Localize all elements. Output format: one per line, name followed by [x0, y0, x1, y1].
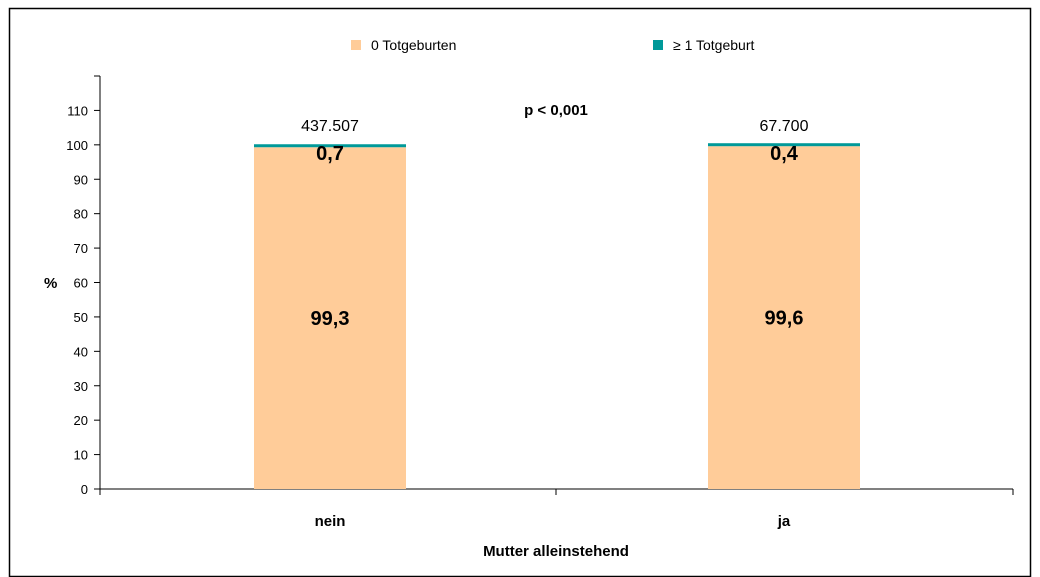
y-tick-label: 90: [74, 172, 88, 187]
bar-value-label-nein-1: 0,7: [316, 143, 344, 165]
y-tick-label: 30: [74, 379, 88, 394]
bar-value-label-ja-0: 99,6: [765, 308, 804, 330]
x-category-label-nein: nein: [315, 513, 346, 530]
chart-frame: [8, 7, 1032, 577]
bar-value-label-nein-0: 99,3: [311, 308, 350, 330]
y-tick-label: 100: [66, 138, 88, 153]
x-category-label-ja: ja: [777, 513, 791, 530]
bar-value-label-ja-1: 0,4: [770, 143, 799, 165]
legend-swatch-0-totgeburten: [351, 40, 361, 50]
legend-label-1-totgeburt: ≥ 1 Totgeburt: [673, 37, 754, 53]
y-axis-title: %: [44, 275, 57, 292]
bar-ja-series-0: [708, 146, 860, 489]
count-label-ja: 67.700: [760, 118, 809, 135]
bar-nein-series-0: [254, 147, 406, 489]
y-tick-label: 10: [74, 448, 88, 463]
y-tick-label: 80: [74, 207, 88, 222]
y-tick-label: 60: [74, 276, 88, 291]
legend-label-0-totgeburten: 0 Totgeburten: [371, 37, 456, 53]
y-tick-label: 0: [81, 482, 88, 497]
bar-labels: 99,3 0,7 437.507 nein 99,6 0,4 67.700 ja: [301, 118, 808, 530]
legend: 0 Totgeburten ≥ 1 Totgeburt: [351, 37, 754, 53]
bar-ja-series-1: [708, 143, 860, 147]
p-value-annotation: p < 0,001: [524, 102, 588, 119]
y-axis-ticks: 0 10 20 30 40 50 60 70 80 90 100 110: [66, 75, 100, 497]
y-tick-label: 50: [74, 310, 88, 325]
y-tick-label: 110: [67, 103, 88, 118]
count-label-nein: 437.507: [301, 118, 359, 135]
y-tick-label: 70: [74, 241, 88, 256]
y-tick-label: 40: [74, 344, 88, 359]
x-axis-title: Mutter alleinstehend: [483, 543, 629, 560]
bars: [254, 143, 860, 489]
bar-nein-series-1: [254, 144, 406, 148]
legend-swatch-1-totgeburt: [653, 40, 663, 50]
y-tick-label: 20: [74, 413, 88, 428]
